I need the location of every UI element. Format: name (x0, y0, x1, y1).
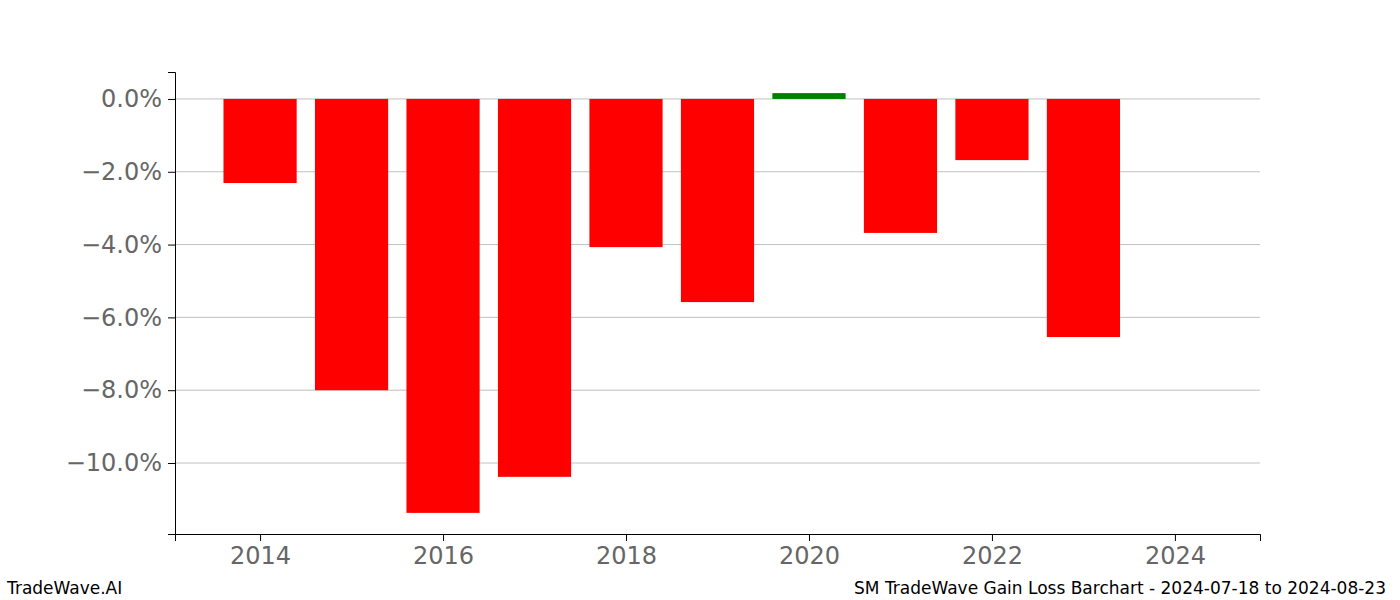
x-tick-mark (443, 534, 444, 541)
y-tick-mark (168, 245, 175, 246)
y-tick-label: −2.0% (81, 158, 162, 186)
y-tick-label: −4.0% (81, 231, 162, 259)
bar (1047, 99, 1120, 337)
x-tick-label: 2018 (596, 542, 657, 570)
x-tick-mark (992, 534, 993, 541)
y-tick-mark (168, 172, 175, 173)
bars (223, 93, 1120, 513)
x-tick-mark (1175, 534, 1176, 541)
x-tick: 2020 (779, 534, 840, 570)
bar (315, 99, 388, 390)
y-tick-label: 0.0% (101, 85, 162, 113)
source: TradeWave.AI (6, 578, 122, 598)
x-tick-label: 2020 (779, 542, 840, 570)
y-axis: 0.0% −2.0% −4.0% −6.0% −8.0% −10.0% (66, 73, 176, 535)
x-tick: 2022 (962, 534, 1023, 570)
y-tick-mark (168, 463, 175, 464)
y-tick: −10.0% (66, 449, 175, 477)
bar (681, 99, 754, 302)
x-tick-mark (809, 534, 810, 541)
y-tick: 0.0% (101, 85, 175, 113)
bar (223, 99, 296, 183)
bar (955, 99, 1028, 160)
bar (498, 99, 571, 477)
grid (175, 99, 1260, 463)
y-tick-mark (168, 390, 175, 391)
grid-line (175, 463, 1260, 464)
y-tick: −8.0% (81, 376, 175, 404)
y-tick-label: −8.0% (81, 376, 162, 404)
x-tick-mark (626, 534, 627, 541)
x-tick-label: 2016 (413, 542, 474, 570)
chart: 0.0%−2.0%−4.0%−6.0%−8.0%−10.0%2014201620… (0, 0, 1400, 600)
y-tick: −4.0% (81, 231, 175, 259)
bar (864, 99, 937, 233)
x-tick: 2018 (596, 534, 657, 570)
y-axis-line (168, 73, 176, 535)
x-tick: 2014 (230, 534, 291, 570)
bar (772, 93, 845, 99)
bar (406, 99, 479, 513)
y-tick: −6.0% (81, 304, 175, 332)
x-tick-label: 2024 (1145, 542, 1206, 570)
title: SM TradeWave Gain Loss Barchart - 2024-0… (854, 578, 1386, 598)
x-axis: 2014 2016 2018 2020 2022 2024 (176, 534, 1261, 570)
x-tick-mark (260, 534, 261, 541)
bar (589, 99, 662, 247)
x-tick: 2016 (413, 534, 474, 570)
y-tick-label: −10.0% (66, 449, 162, 477)
x-tick-label: 2014 (230, 542, 291, 570)
x-tick-label: 2022 (962, 542, 1023, 570)
y-tick-mark (168, 317, 175, 318)
y-tick: −2.0% (81, 158, 175, 186)
x-axis-line (176, 535, 1261, 542)
y-tick-mark (168, 99, 175, 100)
x-tick: 2024 (1145, 534, 1206, 570)
y-tick-label: −6.0% (81, 304, 162, 332)
